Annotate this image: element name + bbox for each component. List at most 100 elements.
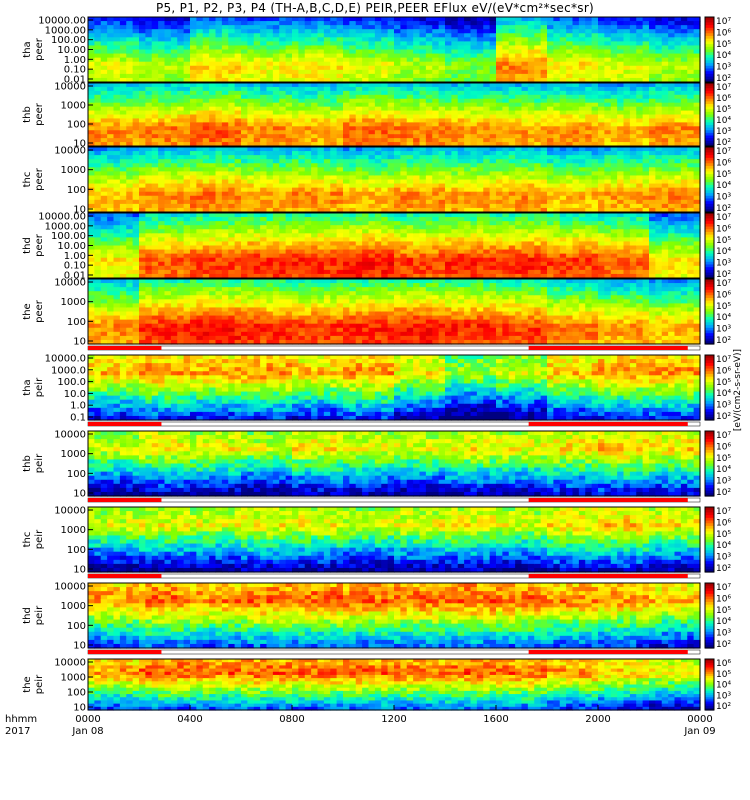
spectrogram-cell bbox=[515, 41, 523, 47]
spectrogram-cell bbox=[464, 102, 472, 108]
spectrogram-cell bbox=[508, 163, 516, 168]
spectrogram-cell bbox=[196, 106, 204, 112]
spectrogram-cell bbox=[629, 207, 637, 213]
spectrogram-cell bbox=[655, 73, 663, 79]
spectrogram-cell bbox=[623, 187, 631, 193]
spectrogram-cell bbox=[132, 57, 140, 63]
spectrogram-cell bbox=[540, 49, 548, 55]
spectrogram-cell bbox=[387, 102, 395, 108]
spectrogram-cell bbox=[387, 138, 395, 143]
spectrogram-cell bbox=[572, 147, 580, 152]
spectrogram-cell bbox=[540, 195, 548, 201]
spectrogram-cell bbox=[247, 86, 255, 92]
spectrogram-cell bbox=[311, 171, 319, 177]
spectrogram-cell bbox=[598, 207, 605, 213]
spectrogram-cell bbox=[196, 167, 204, 172]
spectrogram-cell bbox=[693, 175, 701, 181]
spectrogram-cell bbox=[521, 41, 529, 47]
spectrogram-cell bbox=[374, 167, 382, 172]
spectrogram-cell bbox=[158, 253, 166, 259]
spectrogram-cell bbox=[362, 147, 370, 152]
spectrogram-cell bbox=[151, 61, 159, 67]
spectrogram-cell bbox=[234, 21, 242, 26]
spectrogram-cell bbox=[368, 94, 376, 100]
spectrogram-cell bbox=[362, 126, 370, 131]
spectrogram-cell bbox=[266, 167, 274, 172]
spectrogram-cell bbox=[425, 155, 433, 160]
spectrogram-cell bbox=[298, 187, 306, 193]
spectrogram-cell bbox=[470, 126, 478, 131]
spectrogram-cell bbox=[164, 122, 172, 127]
spectrogram-cell bbox=[406, 110, 414, 116]
spectrogram-cell bbox=[572, 167, 580, 172]
spectrogram-cell bbox=[547, 199, 554, 205]
spectrogram-cell bbox=[572, 138, 580, 143]
spectrogram-cell bbox=[642, 61, 650, 67]
spectrogram-cell bbox=[668, 17, 676, 22]
spectrogram-cell bbox=[209, 138, 217, 143]
spectrogram-cell bbox=[649, 65, 656, 71]
spectrogram-cell bbox=[343, 142, 350, 147]
spectrogram-cell bbox=[170, 175, 178, 181]
spectrogram-cell bbox=[170, 65, 178, 71]
spectrogram-cell bbox=[368, 106, 376, 112]
spectrogram-cell bbox=[527, 142, 535, 147]
spectrogram-cell bbox=[196, 130, 204, 135]
spectrogram-cell bbox=[234, 41, 242, 47]
spectrogram-cell bbox=[298, 167, 306, 172]
spectrogram-cell bbox=[527, 163, 535, 168]
spectrogram-cell bbox=[483, 86, 491, 92]
spectrogram-cell bbox=[649, 195, 656, 201]
spectrogram-cell bbox=[330, 163, 338, 168]
spectrogram-cell bbox=[572, 199, 580, 205]
spectrogram-cell bbox=[139, 253, 146, 259]
spectrogram-cell bbox=[183, 171, 191, 177]
spectrogram-cell bbox=[362, 171, 370, 177]
spectrogram-cell bbox=[381, 151, 389, 156]
spectrogram-cell bbox=[266, 203, 274, 209]
spectrogram-cell bbox=[260, 199, 268, 205]
spectrogram-cell bbox=[527, 110, 535, 116]
spectrogram-cell bbox=[94, 163, 102, 168]
spectrogram-cell bbox=[483, 195, 491, 201]
spectrogram-cell bbox=[221, 118, 229, 123]
spectrogram-cell bbox=[445, 83, 452, 88]
spectrogram-cell bbox=[196, 122, 204, 127]
spectrogram-cell bbox=[170, 269, 178, 275]
spectrogram-cell bbox=[508, 90, 516, 96]
spectrogram-cell bbox=[400, 49, 408, 55]
spectrogram-cell bbox=[566, 86, 574, 92]
spectrogram-cell bbox=[113, 106, 121, 112]
spectrogram-cell bbox=[591, 138, 599, 143]
spectrogram-cell bbox=[680, 94, 688, 100]
spectrogram-cell bbox=[323, 25, 331, 30]
spectrogram-cell bbox=[272, 86, 280, 92]
spectrogram-cell bbox=[272, 65, 280, 71]
spectrogram-cell bbox=[598, 106, 605, 112]
spectrogram-cell bbox=[559, 114, 567, 120]
spectrogram-cell bbox=[693, 53, 701, 59]
spectrogram-cell bbox=[151, 159, 159, 164]
spectrogram-cell bbox=[158, 213, 166, 218]
spectrogram-cell bbox=[164, 53, 172, 59]
spectrogram-cell bbox=[617, 151, 625, 156]
spectrogram-cell bbox=[585, 83, 593, 88]
spectrogram-cell bbox=[515, 61, 523, 67]
spectrogram-cell bbox=[209, 163, 217, 168]
spectrogram-cell bbox=[547, 106, 554, 112]
spectrogram-cell bbox=[311, 41, 319, 47]
spectrogram-cell bbox=[559, 130, 567, 135]
spectrogram-cell bbox=[107, 106, 115, 112]
spectrogram-cell bbox=[177, 118, 185, 123]
spectrogram-cell bbox=[623, 138, 631, 143]
spectrogram-cell bbox=[553, 138, 561, 143]
spectrogram-cell bbox=[521, 37, 529, 42]
spectrogram-cell bbox=[355, 33, 363, 38]
spectrogram-cell bbox=[623, 33, 631, 38]
spectrogram-cell bbox=[304, 159, 312, 164]
spectrogram-cell bbox=[177, 225, 185, 230]
spectrogram-cell bbox=[196, 53, 204, 59]
spectrogram-cell bbox=[132, 130, 140, 135]
spectrogram-cell bbox=[323, 163, 331, 168]
spectrogram-cell bbox=[221, 175, 229, 181]
